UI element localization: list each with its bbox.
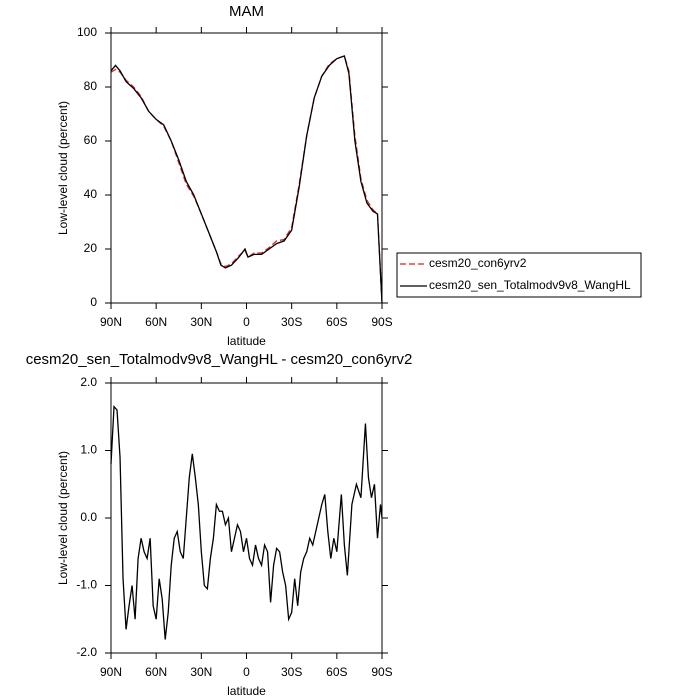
plot-frame — [110, 382, 383, 654]
x-tick-label: 90N — [100, 315, 122, 329]
chart-title: cesm20_sen_Totalmodv9v8_WangHL - cesm20_… — [26, 351, 413, 368]
data-line — [110, 55, 383, 304]
y-axis-label: Low-level cloud (percent) — [56, 101, 70, 235]
y-tick-label: 0.0 — [80, 510, 97, 524]
x-tick-label: 30S — [281, 665, 302, 679]
x-tick-label: 90S — [371, 315, 392, 329]
x-axis-label: latitude — [227, 334, 266, 348]
data-line — [110, 405, 383, 640]
y-tick-label: 20 — [84, 241, 98, 255]
x-tick-label: 60S — [326, 315, 347, 329]
x-tick-label: 90N — [100, 665, 122, 679]
y-tick-label: 100 — [77, 25, 97, 39]
legend-label: cesm20_con6yrv2 — [429, 256, 527, 270]
y-tick-label: 2.0 — [80, 375, 97, 389]
y-tick-label: -2.0 — [76, 645, 97, 659]
y-tick-label: 80 — [84, 79, 98, 93]
x-tick-label: 30N — [190, 665, 212, 679]
y-tick-label: -1.0 — [76, 578, 97, 592]
y-tick-label: 1.0 — [80, 443, 97, 457]
chart-title: MAM — [229, 3, 264, 20]
x-tick-label: 60N — [145, 665, 167, 679]
legend-label: cesm20_sen_Totalmodv9v8_WangHL — [429, 278, 631, 292]
y-tick-label: 0 — [90, 295, 97, 309]
x-tick-label: 30S — [281, 315, 302, 329]
x-tick-label: 30N — [190, 315, 212, 329]
legend-box — [396, 252, 642, 298]
x-tick-label: 60N — [145, 315, 167, 329]
x-tick-label: 60S — [326, 665, 347, 679]
x-axis-label: latitude — [227, 684, 266, 698]
x-tick-label: 90S — [371, 665, 392, 679]
data-line — [110, 55, 383, 304]
y-tick-label: 40 — [84, 187, 98, 201]
x-tick-label: 0 — [243, 665, 250, 679]
x-tick-label: 0 — [243, 315, 250, 329]
y-tick-label: 60 — [84, 133, 98, 147]
y-axis-label: Low-level cloud (percent) — [56, 451, 70, 585]
legend: cesm20_con6yrv2 cesm20_sen_Totalmodv9v8_W… — [396, 252, 642, 298]
plot-frame — [110, 32, 383, 304]
